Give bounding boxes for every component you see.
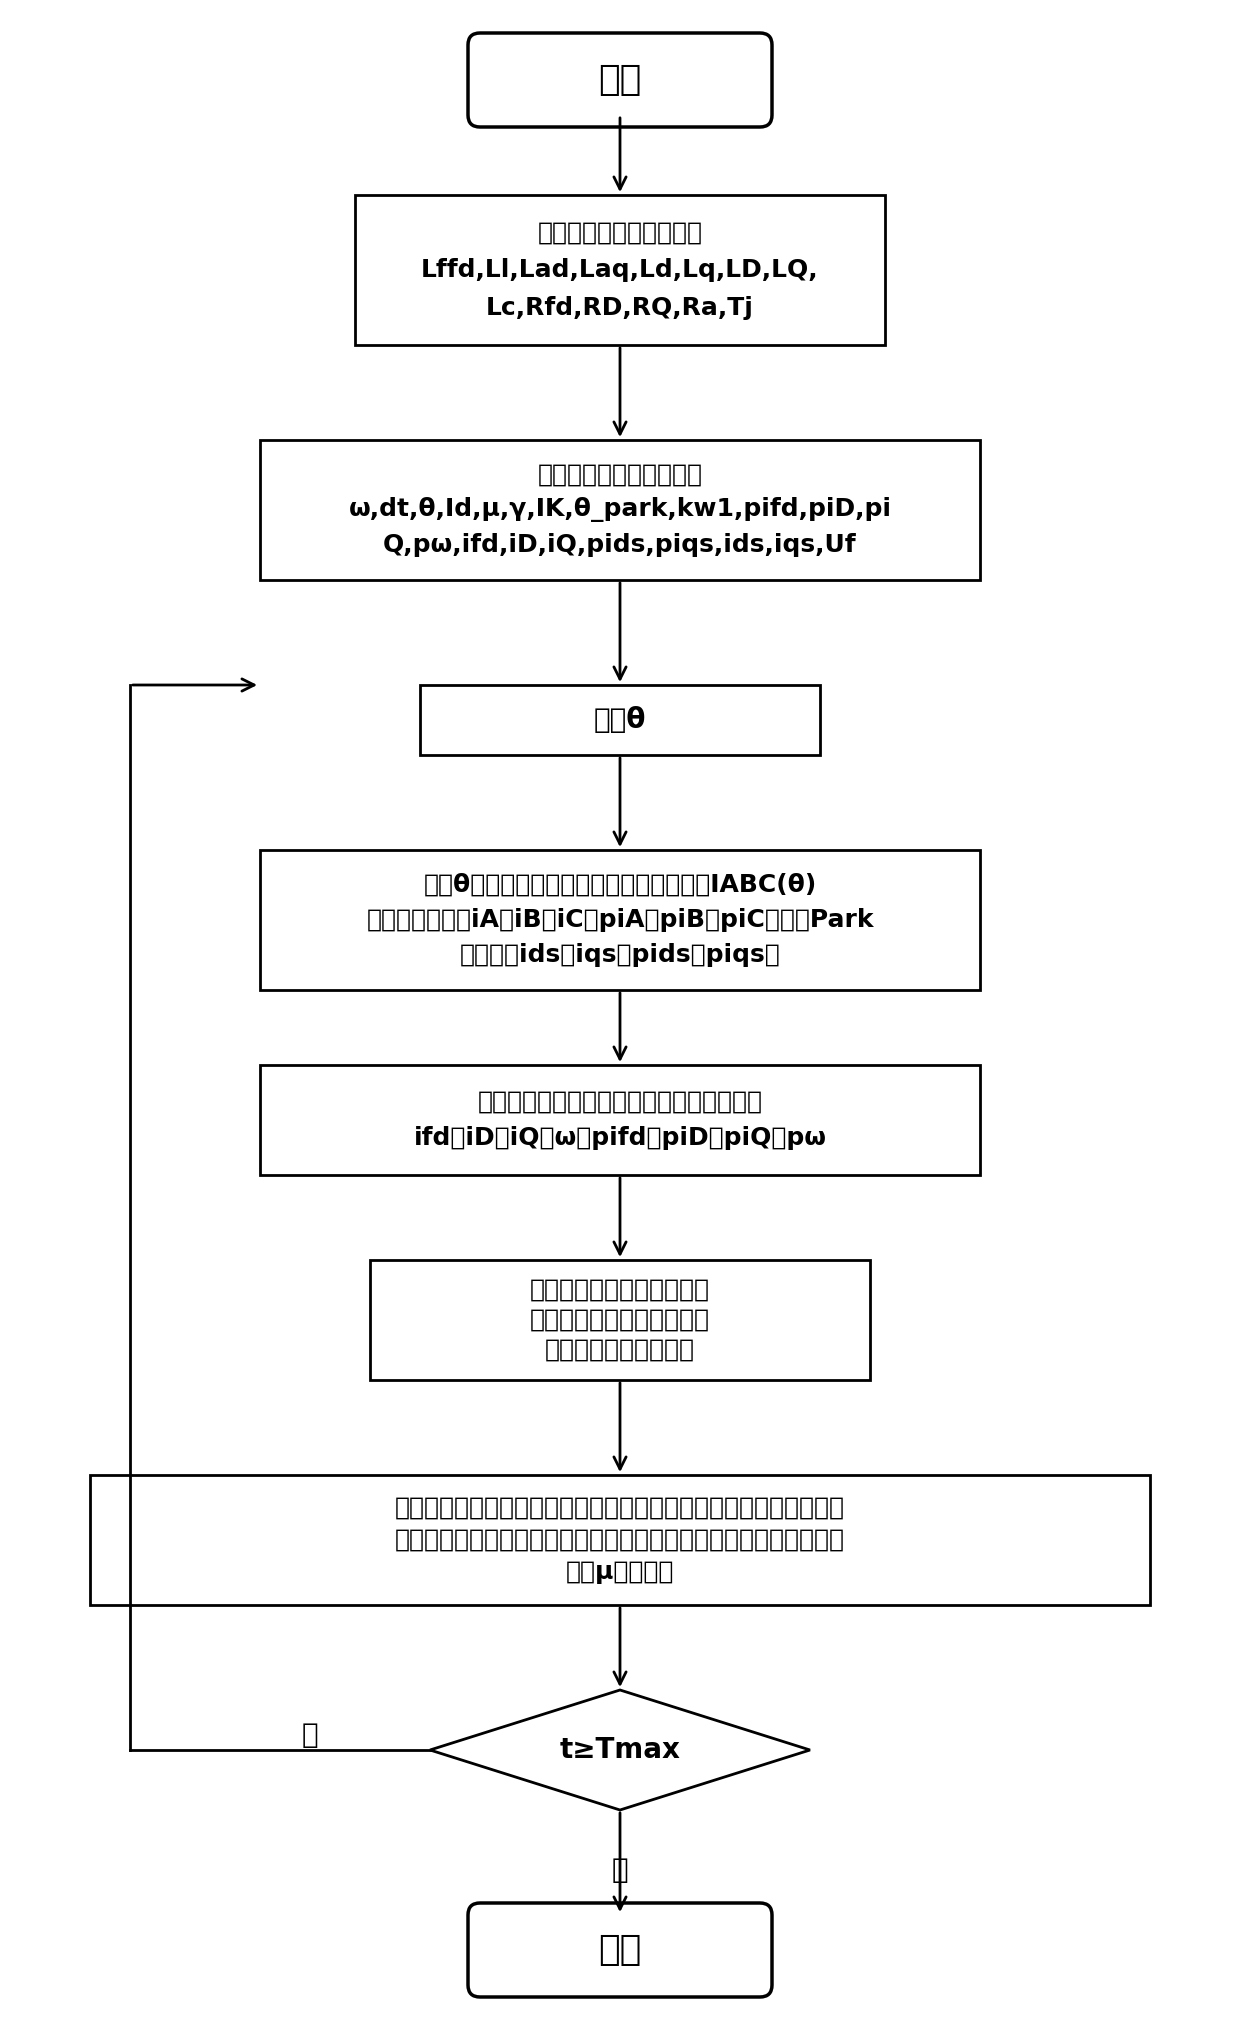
Text: 结束: 结束 xyxy=(599,1933,641,1968)
Text: Lc,Rfd,RD,RQ,Ra,Tj: Lc,Rfd,RD,RQ,Ra,Tj xyxy=(486,295,754,320)
Text: ifd，iD，iQ，ω，pifd，piD，piQ，pω: ifd，iD，iQ，ω，pifd，piD，piQ，pω xyxy=(413,1126,827,1151)
Text: 根据θ角与定子电流之间的函数关系，建立IABC(θ): 根据θ角与定子电流之间的函数关系，建立IABC(θ) xyxy=(423,874,817,896)
Polygon shape xyxy=(430,1691,810,1811)
Text: 对机端电压波形补偿由定子: 对机端电压波形补偿由定子 xyxy=(529,1277,711,1302)
Text: 较为光滑的机端电压。: 较为光滑的机端电压。 xyxy=(546,1338,694,1363)
FancyBboxPatch shape xyxy=(467,1903,773,1996)
Text: 绝对值的最大值作为两个过零点间的峰值，此峰值用于下一次换相重: 绝对值的最大值作为两个过零点间的峰值，此峰值用于下一次换相重 xyxy=(396,1528,844,1552)
Text: 输入同步电机状态参数：: 输入同步电机状态参数： xyxy=(537,462,703,487)
Text: 电流换相引起的压降，得到: 电流换相引起的压降，得到 xyxy=(529,1308,711,1332)
Text: 开始: 开始 xyxy=(599,63,641,98)
Text: 叠角μ的计算。: 叠角μ的计算。 xyxy=(565,1560,675,1585)
Text: 近似考虑每两个过零点间为正弦波，取较为光滑的机端电压正弦波的: 近似考虑每两个过零点间为正弦波，取较为光滑的机端电压正弦波的 xyxy=(396,1495,844,1520)
Bar xyxy=(355,196,885,344)
Text: 计算θ: 计算θ xyxy=(594,707,646,733)
Text: 否: 否 xyxy=(301,1721,319,1750)
Text: ω,dt,θ,Id,μ,γ,IK,θ_park,kw1,pifd,piD,pi: ω,dt,θ,Id,μ,γ,IK,θ_park,kw1,pifd,piD,pi xyxy=(348,497,892,524)
FancyBboxPatch shape xyxy=(467,33,773,126)
Text: 方程计算ids，iqs，pids，piqs。: 方程计算ids，iqs，pids，piqs。 xyxy=(460,943,780,968)
Bar xyxy=(91,1475,1149,1605)
Text: Lffd,Ll,Lad,Laq,Ld,Lq,LD,LQ,: Lffd,Ll,Lad,Laq,Ld,Lq,LD,LQ, xyxy=(422,259,818,281)
Bar xyxy=(420,684,820,756)
Text: 计算函数，计算iA，iB，iC，piA，piB，piC。根据Park: 计算函数，计算iA，iB，iC，piA，piB，piC。根据Park xyxy=(366,909,874,933)
Bar xyxy=(370,1261,870,1379)
Text: Q,pω,ifd,iD,iQ,pids,piqs,ids,iqs,Uf: Q,pω,ifd,iD,iQ,pids,piqs,ids,iqs,Uf xyxy=(383,534,857,556)
Bar xyxy=(260,1065,980,1175)
Text: t≥Tmax: t≥Tmax xyxy=(559,1736,681,1764)
Bar xyxy=(260,849,980,990)
Text: 采用龙格库塔法解算微分代数方程组，更新: 采用龙格库塔法解算微分代数方程组，更新 xyxy=(477,1090,763,1114)
Text: 输入同步电机基本参数：: 输入同步电机基本参数： xyxy=(537,220,703,244)
Bar xyxy=(260,440,980,581)
Text: 是: 是 xyxy=(611,1856,629,1884)
